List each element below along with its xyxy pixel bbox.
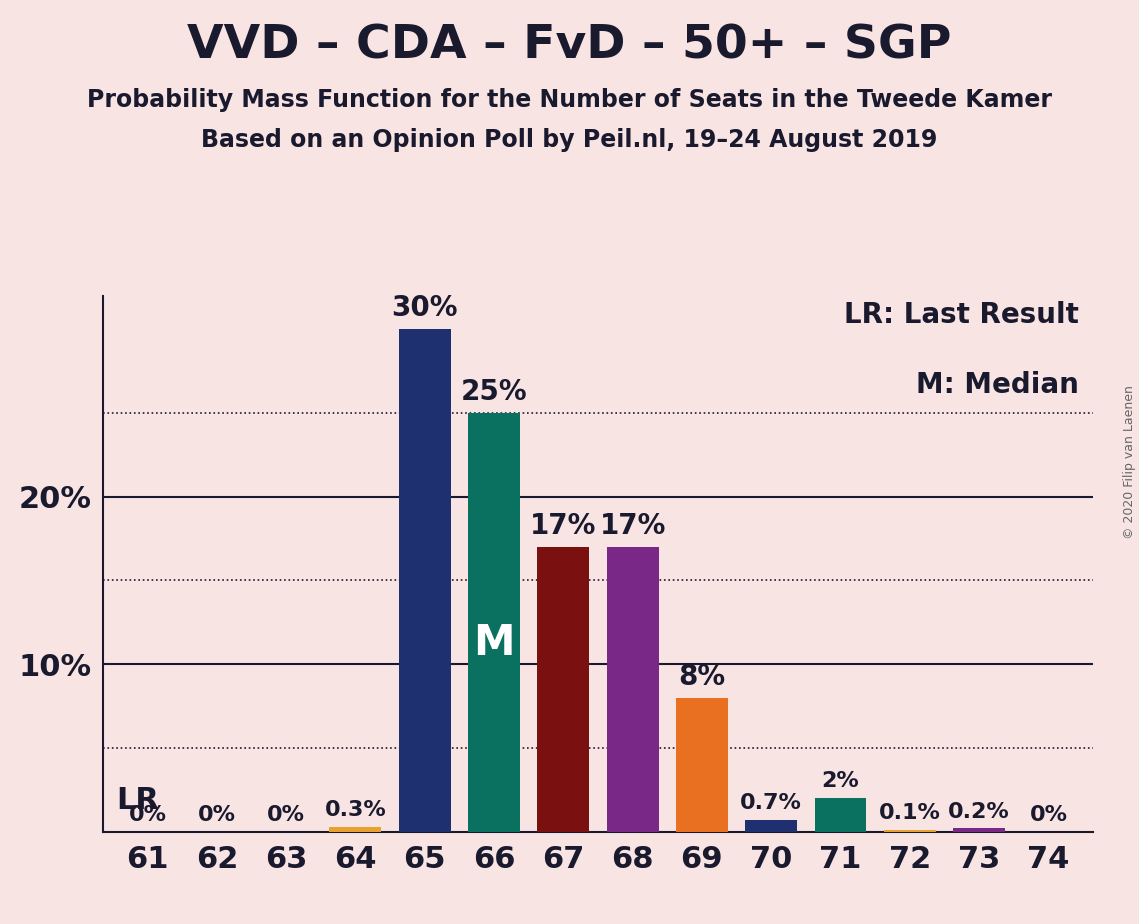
Text: Probability Mass Function for the Number of Seats in the Tweede Kamer: Probability Mass Function for the Number…: [87, 88, 1052, 112]
Text: 0%: 0%: [129, 805, 166, 825]
Bar: [745, 820, 797, 832]
Bar: [953, 828, 1005, 832]
Bar: [329, 827, 382, 832]
Bar: [884, 830, 936, 832]
Text: 17%: 17%: [530, 512, 597, 541]
Text: 25%: 25%: [460, 378, 527, 407]
Bar: [814, 798, 867, 832]
Text: 2%: 2%: [821, 772, 860, 791]
Text: 8%: 8%: [679, 663, 726, 691]
Text: 0.3%: 0.3%: [325, 800, 386, 820]
Text: LR: Last Result: LR: Last Result: [844, 301, 1079, 329]
Text: M: M: [474, 622, 515, 664]
Text: 0.2%: 0.2%: [949, 801, 1010, 821]
Bar: [468, 413, 521, 832]
Bar: [538, 547, 589, 832]
Text: 17%: 17%: [599, 512, 666, 541]
Text: LR: LR: [116, 785, 159, 815]
Text: © 2020 Filip van Laenen: © 2020 Filip van Laenen: [1123, 385, 1137, 539]
Text: VVD – CDA – FvD – 50+ – SGP: VVD – CDA – FvD – 50+ – SGP: [187, 23, 952, 68]
Bar: [675, 698, 728, 832]
Text: Based on an Opinion Poll by Peil.nl, 19–24 August 2019: Based on an Opinion Poll by Peil.nl, 19–…: [202, 128, 937, 152]
Text: 0.1%: 0.1%: [879, 803, 941, 823]
Text: 0%: 0%: [268, 805, 305, 825]
Text: 30%: 30%: [392, 295, 458, 322]
Text: 0.7%: 0.7%: [740, 793, 802, 813]
Text: 0%: 0%: [198, 805, 236, 825]
Text: M: Median: M: Median: [916, 371, 1079, 399]
Bar: [399, 329, 451, 832]
Bar: [607, 547, 658, 832]
Text: 0%: 0%: [1030, 805, 1067, 825]
